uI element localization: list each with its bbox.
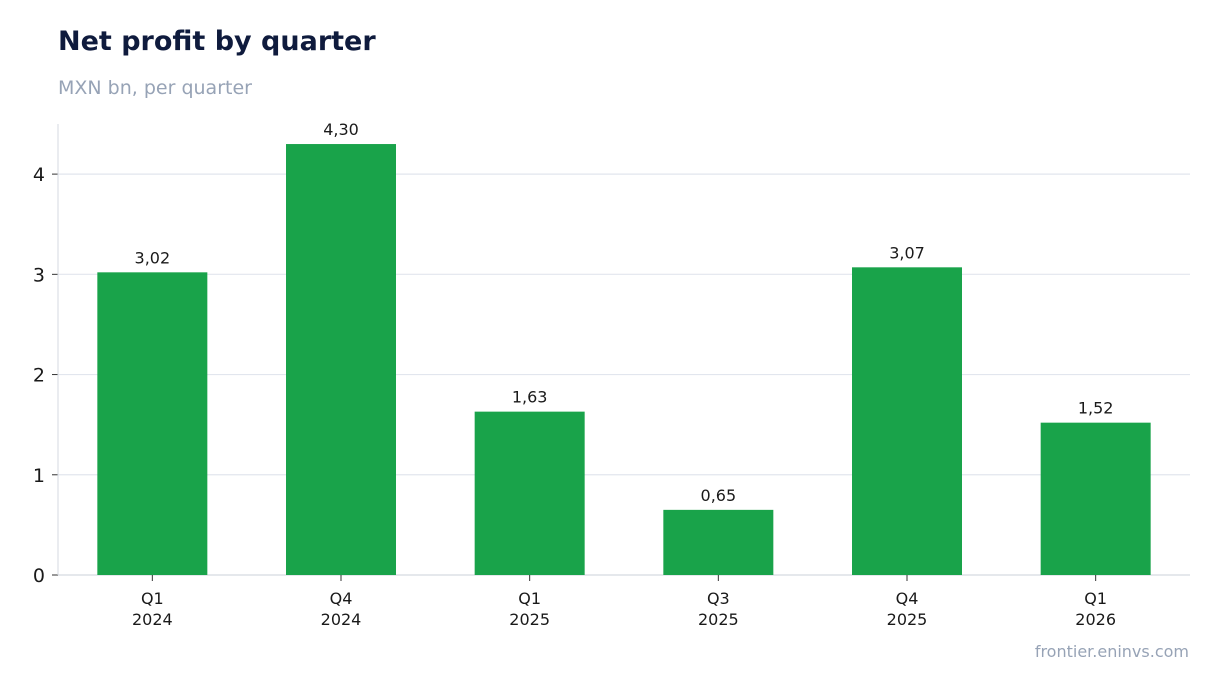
y-tick-label: 0: [33, 565, 45, 587]
y-tick-label: 3: [33, 264, 45, 286]
x-tick-label: Q1: [141, 589, 164, 608]
x-tick-label: 2024: [132, 610, 173, 629]
x-tick-label: 2024: [321, 610, 362, 629]
x-tick-label: Q3: [707, 589, 730, 608]
data-label: 4,30: [323, 120, 359, 139]
data-label: 3,07: [889, 243, 925, 262]
bar: [1040, 422, 1151, 575]
x-tick-label: 2025: [698, 610, 739, 629]
chart-subtitle: MXN bn, per quarter: [58, 77, 252, 99]
bar: [852, 267, 962, 575]
x-tick-label: 2026: [1075, 610, 1116, 629]
data-label: 3,02: [135, 248, 171, 267]
y-tick-label: 1: [33, 465, 45, 487]
source-label: frontier.eninvs.com: [1034, 642, 1189, 661]
y-tick-label: 4: [33, 164, 45, 186]
bar: [286, 144, 396, 576]
x-tick-label: 2025: [509, 610, 550, 629]
chart-title: Net profit by quarter: [58, 26, 376, 57]
x-tick-label: Q1: [518, 589, 541, 608]
y-tick-label: 2: [33, 365, 45, 387]
bar: [663, 509, 774, 575]
x-tick-label: 2025: [887, 610, 928, 629]
x-tick-label: Q1: [1084, 589, 1107, 608]
data-label: 1,52: [1078, 399, 1114, 418]
bar: [474, 411, 585, 575]
data-label: 1,63: [512, 388, 548, 407]
bar: [97, 272, 208, 575]
x-tick-label: Q4: [896, 589, 919, 608]
data-label: 0,65: [701, 486, 737, 505]
x-tick-label: Q4: [330, 589, 353, 608]
